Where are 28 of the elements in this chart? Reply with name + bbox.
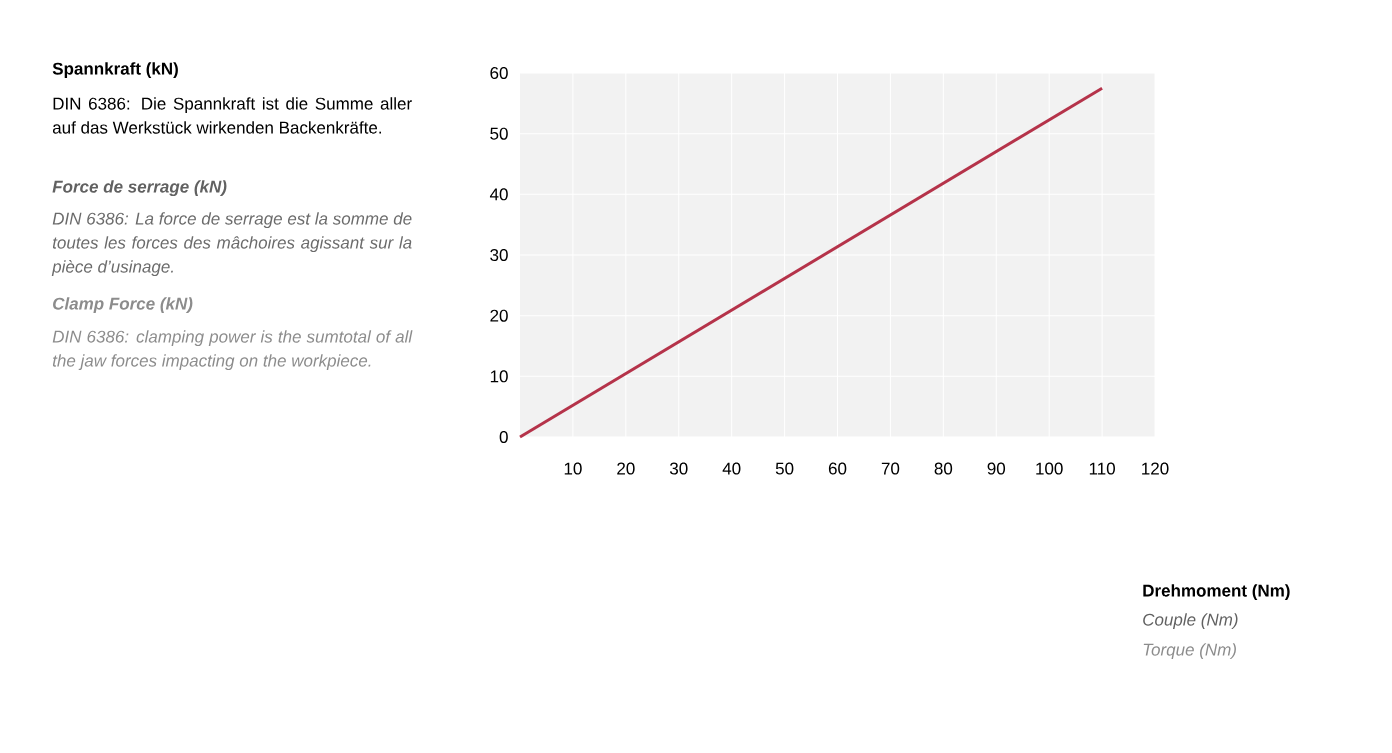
text: DIN 6386: Die Spannkraft ist die Summe aller auf das Werkstück wirkenden Backenkräfte. — [52, 97, 412, 134]
x-tick-label: 70 — [881, 462, 900, 475]
x-tick-label: 30 — [669, 462, 688, 475]
x-tick-label: 90 — [987, 462, 1006, 475]
x-tick-label: 10 — [564, 462, 582, 475]
x-tick-label: 80 — [934, 462, 953, 475]
text: Couple (Nm) — [1143, 613, 1238, 630]
x-tick-label: 100 — [1036, 462, 1063, 475]
x-tick-label: 40 — [722, 462, 741, 475]
y-tick-label: 0 — [499, 430, 508, 444]
text: Spannkraft (kN) — [52, 62, 178, 79]
y-tick-label: 20 — [490, 309, 508, 322]
y-tick-label: 30 — [490, 248, 508, 262]
text: DIN 6386: clamping power is the sumtotal of all the jaw forces impacting on the workpiece. — [52, 330, 413, 371]
x-tick-label: 110 — [1089, 462, 1115, 475]
x-tick-label: 60 — [828, 462, 847, 475]
text: DIN 6386: La force de serrage est la somme de toutes les forces des mâchoires agissant sur la pièce d’usinage. — [51, 212, 412, 277]
y-tick-label: 10 — [490, 370, 508, 383]
y-tick-label: 40 — [489, 188, 508, 201]
text: Clamp Force (kN) — [53, 297, 193, 314]
text: Drehmoment (Nm) — [1143, 584, 1290, 601]
text: Torque (Nm) — [1143, 643, 1236, 660]
text: Force de serrage (kN) — [52, 180, 227, 197]
y-tick-label: 60 — [490, 66, 508, 80]
x-tick-label: 120 — [1142, 462, 1169, 475]
y-tick-label: 50 — [490, 127, 508, 140]
x-tick-label: 50 — [775, 462, 794, 475]
x-tick-label: 20 — [617, 462, 635, 475]
